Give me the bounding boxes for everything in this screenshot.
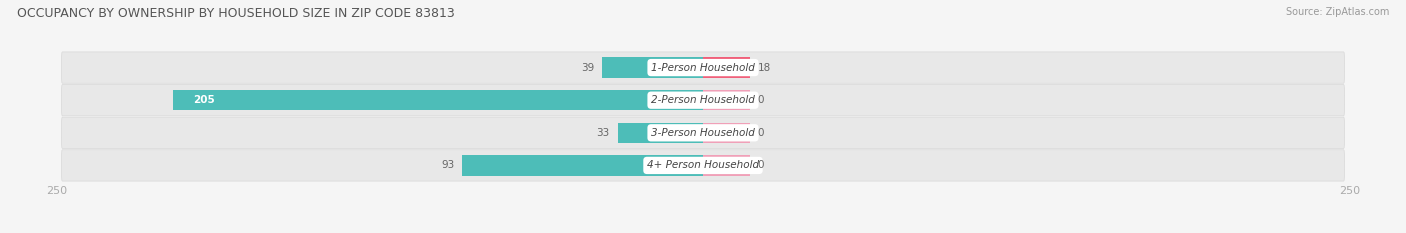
Text: 0: 0 [758, 128, 763, 138]
Bar [602, 58, 703, 78]
Bar [617, 123, 703, 143]
Bar [173, 90, 703, 110]
Text: OCCUPANCY BY OWNERSHIP BY HOUSEHOLD SIZE IN ZIP CODE 83813: OCCUPANCY BY OWNERSHIP BY HOUSEHOLD SIZE… [17, 7, 454, 20]
Text: 205: 205 [194, 95, 215, 105]
Bar [703, 58, 749, 78]
Bar [703, 123, 749, 143]
Bar [703, 155, 749, 175]
Text: 4+ Person Household: 4+ Person Household [647, 161, 759, 170]
Text: 1-Person Household: 1-Person Household [651, 63, 755, 72]
FancyBboxPatch shape [62, 85, 1344, 116]
Bar [463, 155, 703, 175]
Bar [703, 90, 749, 110]
Text: 93: 93 [441, 161, 454, 170]
FancyBboxPatch shape [62, 150, 1344, 181]
FancyBboxPatch shape [62, 52, 1344, 83]
FancyBboxPatch shape [62, 117, 1344, 148]
Text: Source: ZipAtlas.com: Source: ZipAtlas.com [1285, 7, 1389, 17]
Text: 33: 33 [596, 128, 610, 138]
Text: 18: 18 [758, 63, 770, 72]
Text: 2-Person Household: 2-Person Household [651, 95, 755, 105]
Text: 0: 0 [758, 95, 763, 105]
Text: 0: 0 [758, 161, 763, 170]
Text: 39: 39 [581, 63, 595, 72]
Text: 3-Person Household: 3-Person Household [651, 128, 755, 138]
